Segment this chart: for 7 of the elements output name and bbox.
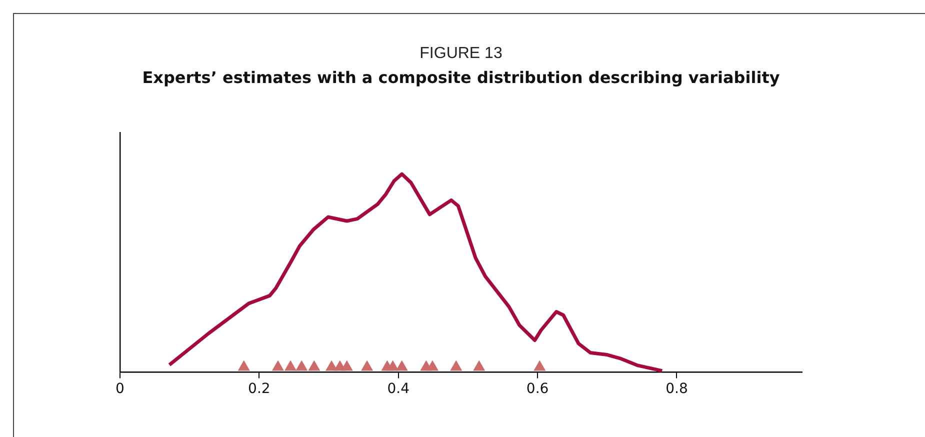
x-tick-label: 0	[116, 381, 124, 398]
x-tick-label: 0.8	[666, 381, 688, 398]
x-tick-label: 0.4	[387, 381, 410, 398]
chart-title: FIGURE 13	[420, 45, 502, 62]
chart-subtitle: Experts’ estimates with a composite distribution describing variability	[142, 68, 780, 87]
x-tick-label: 0.2	[248, 381, 270, 398]
x-tick-label: 0.6	[526, 381, 549, 398]
